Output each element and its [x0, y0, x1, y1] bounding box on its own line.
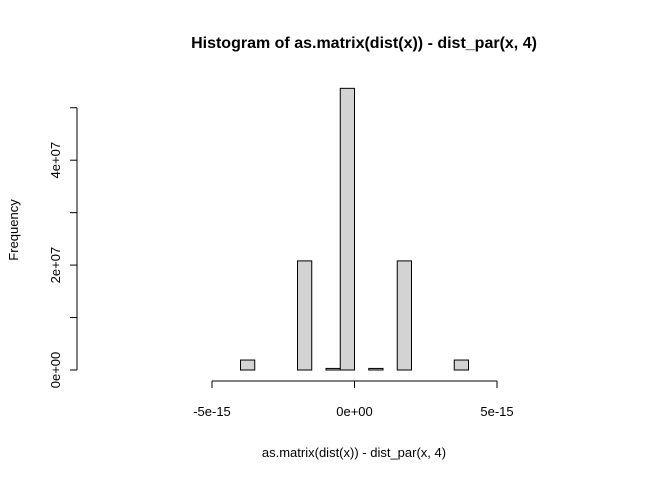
x-axis-label: as.matrix(dist(x)) - dist_par(x, 4): [262, 445, 446, 460]
y-tick-label: 2e+07: [48, 247, 63, 284]
y-tick-label: 4e+07: [48, 142, 63, 179]
histogram-bar: [396, 260, 412, 371]
histogram-bar: [368, 367, 384, 371]
histogram-bar: [453, 359, 469, 371]
histogram-bar: [325, 367, 341, 371]
histogram-bar: [339, 87, 355, 371]
x-tick-label: 5e-15: [480, 404, 513, 419]
x-axis: -5e-15 0e+00 5e-15: [193, 380, 514, 419]
y-tick-label: 0e+00: [48, 352, 63, 389]
histogram-bar: [297, 260, 313, 371]
bars-group: [240, 87, 469, 371]
y-axis-label: Frequency: [6, 199, 21, 261]
y-axis: 0e+00 2e+07 4e+07: [48, 107, 78, 389]
x-tick-label: -5e-15: [193, 404, 231, 419]
x-tick-label: 0e+00: [336, 404, 373, 419]
histogram-bar: [240, 359, 256, 371]
chart-title: Histogram of as.matrix(dist(x)) - dist_p…: [191, 35, 537, 52]
